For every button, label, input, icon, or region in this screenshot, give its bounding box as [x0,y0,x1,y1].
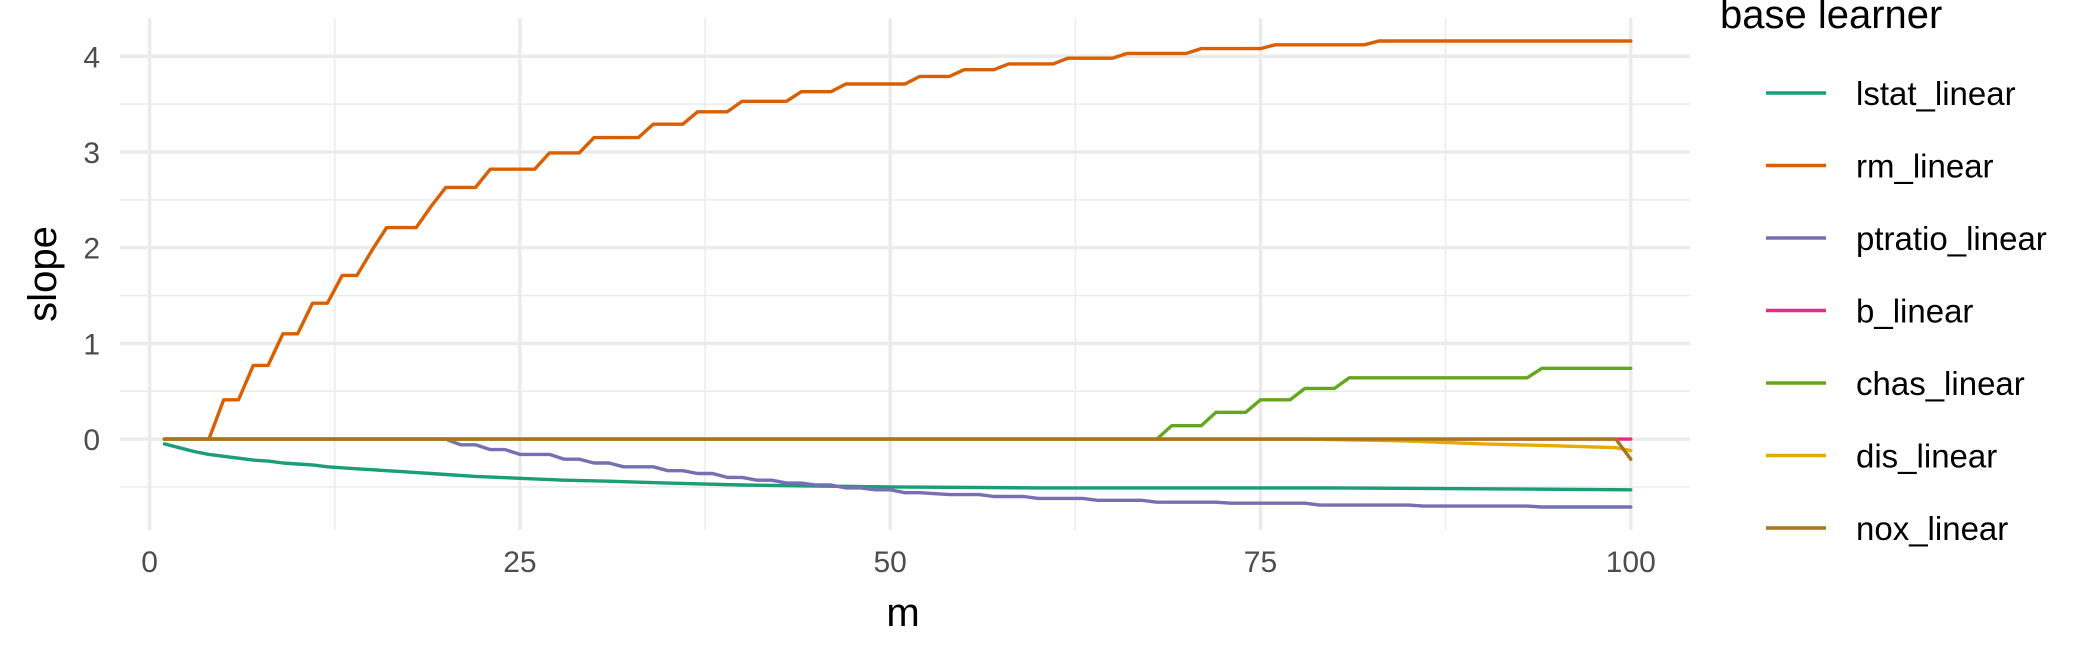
y-tick-label: 1 [83,328,100,361]
y-tick-label: 3 [83,137,100,170]
x-axis-tick-labels: 0 25 50 75 100 [141,546,1656,579]
y-axis-tick-labels: 0 1 2 3 4 [83,41,100,457]
x-tick-label: 75 [1244,546,1277,579]
legend-item-rm-linear: rm_linear [1766,148,1994,185]
series-line-chas-linear [162,366,1633,441]
series-lines [162,39,1633,509]
legend-label: dis_linear [1856,438,1997,475]
legend-items: lstat_linear rm_linear ptratio_linear b_lin… [1766,75,2047,547]
legend-item-chas-linear: chas_linear [1766,365,2025,402]
y-tick-label: 2 [83,233,100,266]
x-tick-label: 50 [874,546,907,579]
y-tick-label: 4 [83,41,100,74]
legend-label: lstat_linear [1856,75,2016,112]
legend-title: base learner [1720,0,1942,37]
legend-label: nox_linear [1856,510,2008,547]
legend-label: chas_linear [1856,365,2025,402]
legend-label: rm_linear [1856,148,1994,185]
series-line-nox-linear [162,437,1633,461]
series-line-ptratio-linear [162,437,1633,509]
y-axis-title: slope [21,226,65,322]
x-tick-label: 0 [141,546,158,579]
series-line-lstat-linear [162,442,1633,492]
legend-label: b_linear [1856,293,1973,330]
legend-item-ptratio-linear: ptratio_linear [1766,220,2047,257]
series-line-rm-linear [162,39,1633,441]
legend-item-b-linear: b_linear [1766,293,1973,330]
y-tick-label: 0 [83,424,100,457]
legend: base learner lstat_linear rm_linearptrati… [1720,0,2047,547]
x-tick-label: 100 [1606,546,1656,579]
x-tick-label: 25 [503,546,536,579]
legend-item-nox-linear: nox_linear [1766,510,2008,547]
legend-item-dis-linear: dis_linear [1766,438,1997,475]
x-axis-title: m [886,591,919,635]
legend-label: ptratio_linear [1856,220,2047,257]
legend-item-lstat-linear: lstat_linear [1766,75,2016,112]
